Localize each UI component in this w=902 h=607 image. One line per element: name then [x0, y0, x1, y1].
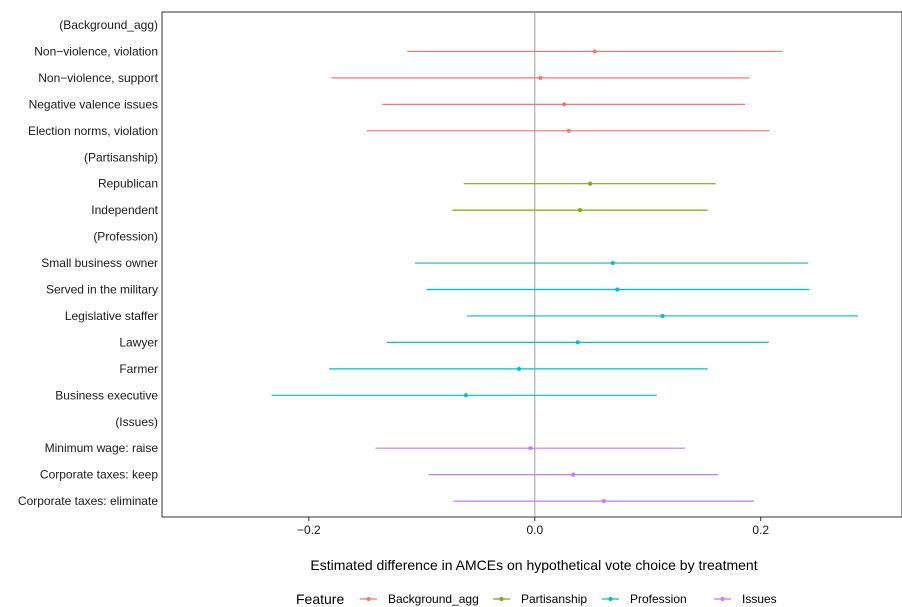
y-tick-label: Corporate taxes: keep — [40, 468, 158, 482]
legend-key-point — [608, 596, 613, 602]
y-tick-label: Republican — [98, 177, 158, 191]
y-tick-label: (Partisanship) — [84, 150, 158, 164]
y-tick-label: Non−violence, support — [38, 71, 158, 85]
legend-label: Background_agg — [388, 592, 479, 606]
legend-title: Feature — [296, 591, 344, 607]
estimate-point — [528, 446, 533, 451]
x-tick-label: 0.0 — [526, 523, 543, 537]
y-tick-label: (Background_agg) — [59, 18, 158, 32]
legend-key-point — [366, 596, 371, 602]
y-tick-label: Lawyer — [119, 335, 158, 349]
y-tick-label: (Profession) — [93, 230, 158, 244]
estimate-point — [615, 287, 620, 292]
estimate-point — [588, 181, 593, 186]
y-tick-label: Small business owner — [41, 256, 158, 270]
y-tick-label: Business executive — [55, 388, 158, 402]
y-tick-label: Minimum wage: raise — [45, 441, 159, 455]
estimate-point — [610, 260, 615, 266]
legend-label: Partisanship — [521, 592, 587, 606]
estimate-point — [575, 340, 580, 345]
legend-label: Issues — [742, 592, 777, 606]
estimate-point — [562, 102, 567, 107]
estimate-point — [571, 472, 576, 477]
y-tick-label: Served in the military — [46, 283, 158, 297]
y-tick-label: Election norms, violation — [28, 124, 158, 138]
legend-key-point — [720, 596, 725, 602]
estimate-point — [538, 75, 543, 80]
legend-label: Profession — [630, 592, 687, 606]
legend-key-point — [499, 596, 504, 602]
x-tick-label: −0.2 — [297, 523, 321, 537]
estimate-point — [577, 208, 583, 213]
estimate-point — [601, 499, 606, 504]
y-tick-label: Non−violence, violation — [34, 44, 158, 58]
y-tick-label: Corporate taxes: eliminate — [18, 494, 158, 508]
x-tick-label: 0.2 — [752, 523, 769, 537]
y-tick-label: (Issues) — [115, 415, 158, 429]
y-tick-label: Negative valence issues — [29, 97, 158, 111]
estimate-point — [463, 393, 469, 398]
y-tick-label: Farmer — [119, 362, 158, 376]
x-axis-title: Estimated difference in AMCEs on hypothe… — [310, 557, 757, 573]
estimate-point — [592, 49, 597, 54]
estimate-point — [566, 128, 571, 133]
estimate-point — [660, 313, 665, 319]
y-tick-label: Independent — [91, 203, 158, 217]
y-tick-label: Legislative staffer — [65, 309, 158, 323]
plot-panel — [161, 11, 902, 518]
estimate-point — [516, 366, 522, 371]
